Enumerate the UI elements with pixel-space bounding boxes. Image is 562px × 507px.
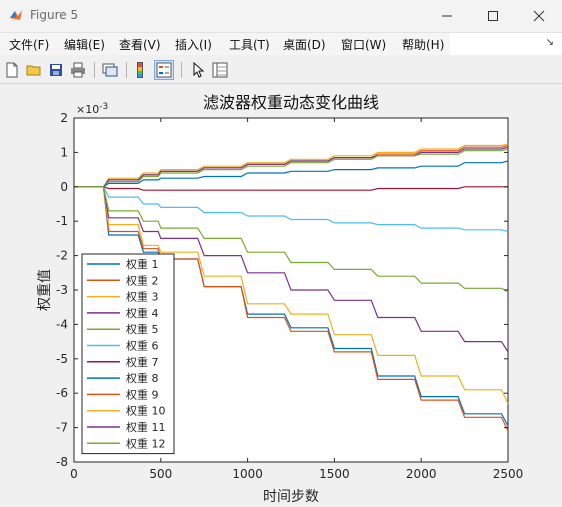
legend-item-label: 权重 2 (126, 273, 159, 287)
series-layer (74, 143, 509, 432)
legend-item-label: 权重 9 (126, 387, 159, 401)
y-tick-label: -1 (56, 214, 68, 228)
series-line-9 (74, 186, 509, 432)
y-tick-label: -5 (56, 352, 68, 366)
figure-toolbar (0, 57, 562, 84)
series-line-10 (74, 186, 509, 404)
menu-edit[interactable]: 编辑(E) (64, 38, 105, 52)
legend-item-label: 权重 4 (126, 306, 159, 320)
y-tick-label: -2 (56, 249, 68, 263)
insert-colorbar-icon (137, 62, 143, 78)
pointer-icon (193, 62, 205, 78)
toolbar-separator (181, 62, 182, 78)
series-line-12 (74, 186, 509, 293)
x-tick-label: 2500 (493, 467, 524, 481)
edit-plot-button[interactable] (188, 60, 208, 80)
y-tick-label: 2 (60, 111, 68, 125)
property-inspector-icon (212, 62, 228, 78)
minimize-button[interactable] (424, 0, 470, 32)
y-tick-label: 1 (60, 145, 68, 159)
legend-item-label: 权重 5 (126, 322, 159, 336)
menu-bar-filler (450, 33, 562, 55)
print-button[interactable] (68, 60, 88, 80)
open-file-icon (26, 65, 41, 76)
matlab-logo-icon (10, 10, 22, 20)
menu-bar: 文件(F) 编辑(E) 查看(V) 插入(I) 工具(T) 桌面(D) 窗口(W… (0, 33, 562, 55)
series-line-5 (74, 148, 509, 188)
legend-item-label: 权重 11 (126, 420, 166, 434)
legend-item-label: 权重 12 (126, 436, 166, 450)
y-axis-exponent: ×10-3 (76, 102, 108, 116)
link-plot-button[interactable] (100, 60, 120, 80)
title-bar: Figure 5 (0, 0, 562, 33)
series-line-8 (74, 160, 509, 188)
insert-legend-icon (156, 62, 172, 78)
series-line-7 (74, 186, 508, 191)
link-plot-icon (102, 63, 118, 77)
save-button[interactable] (46, 60, 66, 80)
x-axis-label: 时间步数 (263, 489, 319, 505)
series-line-1 (74, 186, 509, 427)
insert-legend-button[interactable] (154, 60, 174, 80)
legend-item-label: 权重 10 (126, 404, 166, 418)
y-tick-label: -7 (56, 421, 68, 435)
x-tick-label: 1500 (319, 467, 350, 481)
new-figure-button[interactable] (2, 60, 22, 80)
ticks-layer: 0 500 1000 1500 2000 2500 2 1 0 -1 -2 -3 -4 -5 -6 -7 -8 (56, 111, 523, 481)
legend-item-label: 权重 7 (126, 355, 159, 369)
legend-item-label: 权重 8 (126, 371, 159, 385)
legend[interactable]: 权重 1 权重 2 权重 3 权重 4 权重 5 权重 6 权重 7 权重 8 权重 9 权重 1… (81, 253, 175, 455)
toolbar-separator (126, 62, 127, 78)
y-tick-label: -6 (56, 386, 68, 400)
legend-box (81, 253, 175, 455)
series-line-6 (74, 186, 509, 233)
x-tick-label: 500 (149, 467, 172, 481)
x-tick-label: 1000 (232, 467, 263, 481)
maximize-button[interactable] (470, 0, 516, 32)
save-icon (50, 64, 62, 76)
menu-window[interactable]: 窗口(W) (341, 38, 387, 52)
menu-insert[interactable]: 插入(I) (175, 38, 212, 52)
series-line-11 (74, 186, 509, 353)
open-file-button[interactable] (24, 60, 44, 80)
close-button[interactable] (516, 0, 562, 32)
x-tick-label: 2000 (406, 467, 437, 481)
property-inspector-button[interactable] (210, 60, 230, 80)
legend-item-label: 权重 3 (126, 290, 159, 304)
legend-item-label: 权重 1 (126, 257, 159, 271)
series-line-4 (74, 146, 509, 188)
toolbar-separator (94, 62, 95, 78)
series-line-3 (74, 143, 509, 188)
new-figure-icon (6, 62, 18, 78)
chart-title: 滤波器权重动态变化曲线 (203, 93, 379, 112)
menu-tools[interactable]: 工具(T) (229, 38, 270, 52)
close-icon (533, 10, 545, 22)
y-axis-label: 权重值 (37, 269, 53, 311)
menu-help[interactable]: 帮助(H) (402, 38, 445, 52)
insert-colorbar-button[interactable] (132, 60, 152, 80)
maximize-icon (488, 11, 498, 21)
menu-file[interactable]: 文件(F) (9, 38, 50, 52)
y-tick-label: -3 (56, 283, 68, 297)
menu-desktop[interactable]: 桌面(D) (283, 38, 326, 52)
minimize-icon (442, 15, 452, 17)
x-tick-label: 0 (70, 467, 78, 481)
y-tick-label: -8 (56, 455, 68, 469)
menu-view[interactable]: 查看(V) (119, 38, 161, 52)
figure-canvas: 0 500 1000 1500 2000 2500210-1-2-3-4-5-6-7-8 … (0, 84, 562, 507)
print-icon (71, 62, 85, 78)
window-title: Figure 5 (30, 8, 79, 22)
legend-item-label: 权重 6 (126, 339, 159, 353)
y-tick-label: 0 (60, 180, 68, 194)
dock-arrow-icon[interactable]: ↘ (545, 37, 554, 48)
y-tick-label: -4 (56, 317, 68, 331)
